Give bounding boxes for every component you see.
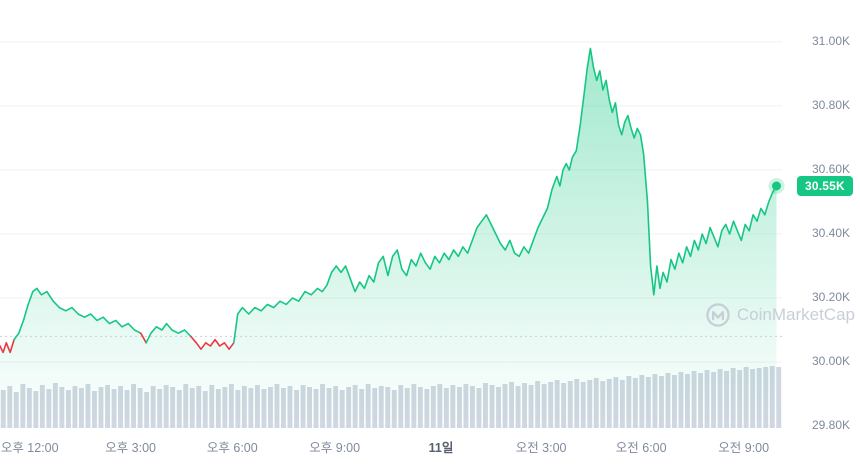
y-axis-label: 30.20K	[812, 290, 850, 304]
price-line	[145, 322, 192, 344]
x-axis-label: 오후 9:00	[309, 441, 360, 455]
x-axis-label: 오전 6:00	[616, 441, 667, 455]
x-axis-label: 오후 3:00	[105, 441, 156, 455]
x-axis-label: 오후 12:00	[1, 441, 59, 455]
x-axis-label: 오전 3:00	[516, 441, 567, 455]
last-price-dot	[772, 181, 781, 191]
x-axis-label: 11일	[429, 441, 454, 455]
y-axis-label: 30.60K	[812, 162, 850, 176]
price-line	[13, 287, 142, 341]
price-area	[0, 48, 777, 429]
y-axis-label: 29.80K	[812, 418, 850, 432]
y-axis-label: 30.80K	[812, 98, 850, 112]
current-price-badge: 30.55K	[797, 176, 853, 196]
y-axis-label: 31.00K	[812, 34, 850, 48]
coinmarketcap-watermark: CoinMarketCap	[705, 302, 855, 328]
price-line	[140, 332, 147, 344]
coinmarketcap-logo-icon	[706, 303, 730, 327]
price-line	[190, 335, 235, 351]
price-line	[233, 47, 778, 344]
volume-bar	[776, 367, 782, 428]
x-axis-label: 오후 6:00	[207, 441, 258, 455]
y-axis-label: 30.00K	[812, 354, 850, 368]
y-axis-label: 30.40K	[812, 226, 850, 240]
x-axis-label: 오전 9:00	[718, 441, 769, 455]
watermark-text: CoinMarketCap	[736, 305, 855, 324]
price-line	[0, 338, 15, 354]
